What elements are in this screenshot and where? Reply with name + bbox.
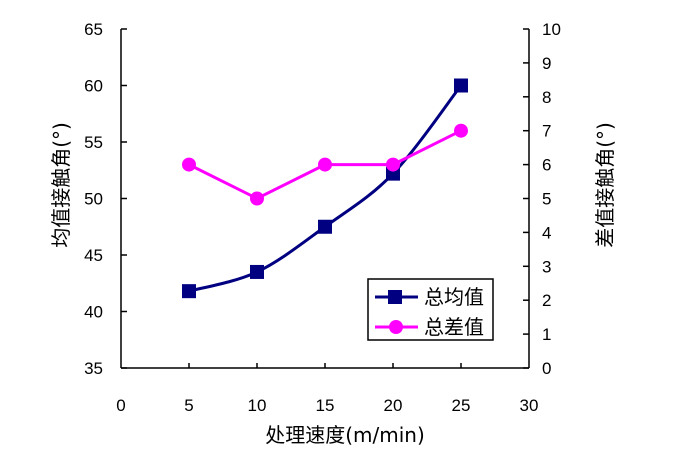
data-point-circle: [454, 123, 468, 138]
y2-tick-label: 1: [542, 325, 551, 344]
y-axis-label: 均值接触角(°): [49, 122, 73, 248]
series-line-0: [188, 84, 463, 293]
data-point-circle: [386, 157, 400, 172]
y2-tick-label: 9: [542, 54, 551, 73]
data-point-circle: [182, 157, 196, 172]
axes: [120, 28, 530, 369]
y2-tick-label: 0: [542, 359, 551, 378]
y-tick-label: 65: [84, 20, 103, 39]
y2-tick-label: 7: [542, 122, 551, 141]
x-tick-label: 5: [184, 396, 193, 415]
legend-label-diff: 总差值: [424, 315, 484, 339]
legend-marker-square: [388, 290, 402, 304]
y2-tick-label: 3: [542, 257, 551, 276]
data-point-square: [182, 284, 196, 299]
y2-axis-label: 差值接触角(°): [593, 122, 617, 248]
data-point-square: [454, 78, 468, 93]
x-axis-label: 处理速度(m/min): [265, 423, 425, 447]
y2-tick-label: 6: [542, 156, 551, 175]
data-point-circle: [318, 157, 332, 172]
data-point-circle: [250, 191, 264, 206]
y-tick-label: 55: [84, 133, 103, 152]
x-tick-label: 10: [248, 396, 267, 415]
data-point-square: [318, 219, 332, 234]
series: [182, 78, 468, 299]
y-tick-label: 45: [84, 246, 103, 265]
x-tick-label: 30: [520, 396, 539, 415]
x-tick-label: 25: [452, 396, 471, 415]
y-tick-label: 50: [84, 190, 103, 209]
x-tick-label: 15: [316, 396, 335, 415]
legend-label-mean: 总均值: [424, 285, 484, 309]
data-point-square: [250, 264, 264, 279]
legend-box: [367, 278, 494, 341]
y2-tick-label: 4: [542, 223, 551, 242]
y2-tick-label: 2: [542, 291, 551, 310]
legend-marker-circle: [389, 320, 403, 334]
y-tick-label: 40: [84, 303, 103, 322]
y-tick-label: 35: [84, 359, 103, 378]
y2-tick-label: 8: [542, 88, 551, 107]
x-tick-label: 0: [116, 396, 125, 415]
y-tick-label: 60: [84, 77, 103, 96]
x-tick-label: 20: [384, 396, 403, 415]
legend: 总均值 总差值: [367, 278, 494, 341]
y2-tick-label: 5: [542, 190, 551, 209]
y2-tick-label: 10: [542, 20, 561, 39]
